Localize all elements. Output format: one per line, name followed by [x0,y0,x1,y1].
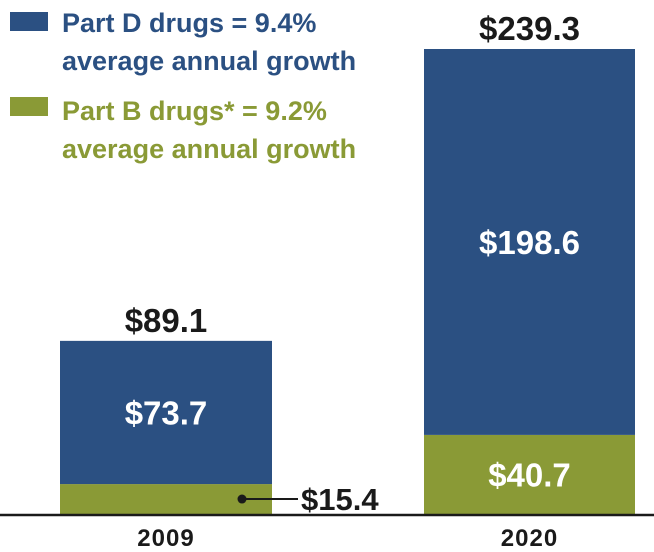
x-tick-label-2020: 2020 [501,525,558,552]
segment-label-part-b-2020: $40.7 [488,456,571,493]
bar-part-d-2009 [60,340,272,485]
legend-swatch-part-d [10,12,48,31]
bar-part-b-2020 [424,434,635,514]
x-tick-label-2009: 2009 [137,525,194,552]
legend-label-part-b: Part B drugs* = 9.2% [62,96,327,126]
segment-label-part-b-2009: $15.4 [301,482,379,517]
bars [60,49,635,514]
legend-label-part-d: Part D drugs = 9.4% [62,8,316,38]
x-axis-tick-labels: 2009 2020 [137,525,558,552]
bar-part-d-2020 [424,49,635,435]
legend-sublabel-part-d: average annual growth [62,46,356,76]
bar-part-b-2009 [60,484,272,514]
legend: Part D drugs = 9.4% average annual growth… [10,8,356,164]
legend-swatch-part-b [10,97,48,116]
legend-sublabel-part-b: average annual growth [62,134,356,164]
segment-label-part-d-2020: $198.6 [479,224,580,261]
total-label-2009: $89.1 [125,302,208,339]
data-labels: $89.1 $73.7 $15.4 $239.3 $198.6 $40.7 [125,10,580,517]
total-label-2020: $239.3 [479,10,580,47]
segment-label-part-d-2009: $73.7 [125,394,208,431]
